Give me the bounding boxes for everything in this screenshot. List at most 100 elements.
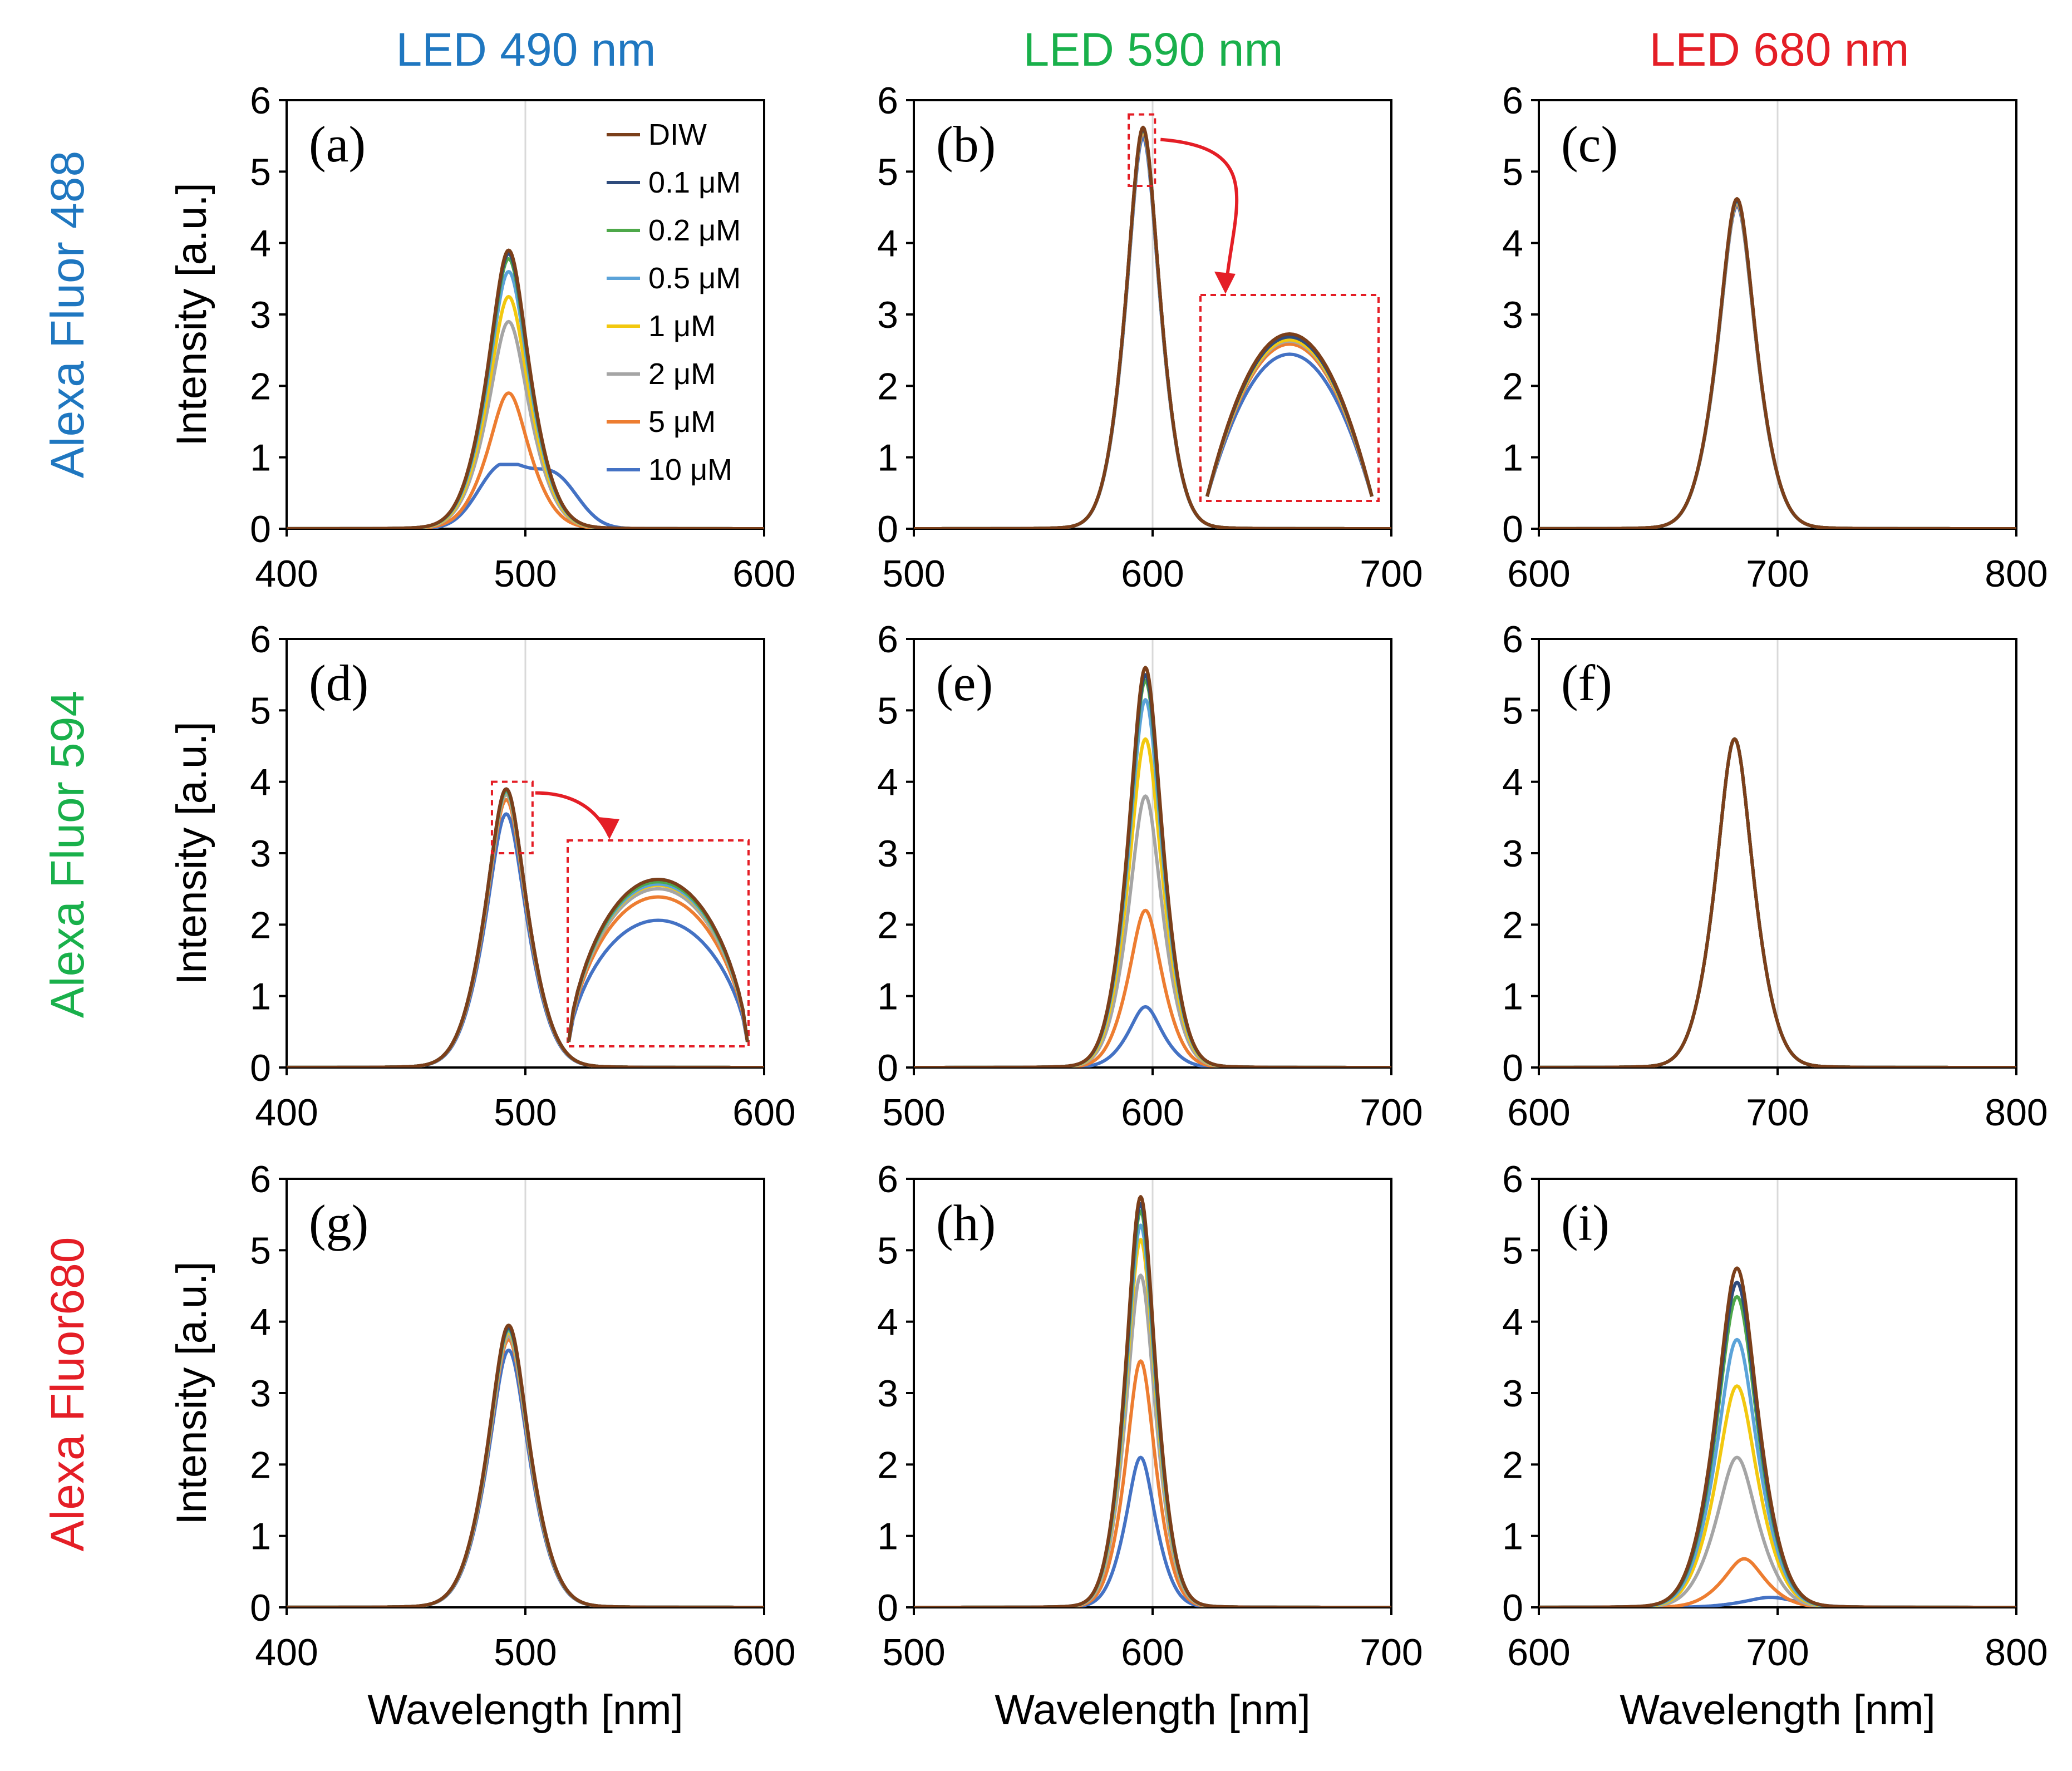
series-group (287, 1324, 764, 1607)
y-tick-label: 3 (877, 1372, 898, 1415)
y-tick-label: 3 (1502, 294, 1523, 336)
x-tick-label: 700 (1360, 553, 1423, 595)
row-title: Alexa Fluor 488 (41, 151, 93, 478)
row-title-prefix: Alexa (41, 1421, 93, 1551)
legend-label: 1 μM (648, 309, 716, 343)
y-tick-label: 3 (877, 833, 898, 875)
y-tick-label: 6 (250, 618, 271, 661)
x-axis-label: Wavelength [nm] (367, 1686, 683, 1734)
y-tick-label: 4 (1502, 1301, 1523, 1344)
x-tick-label: 400 (255, 553, 318, 595)
legend-label: 0.5 μM (648, 262, 741, 295)
row-title-text: Alexa Fluor680 (41, 1237, 93, 1551)
y-tick-label: 1 (877, 437, 898, 479)
x-tick-label: 400 (255, 1091, 318, 1134)
row-title-text: Alexa Fluor 488 (41, 151, 93, 478)
y-tick-label: 2 (250, 365, 271, 407)
series-group (914, 125, 1391, 529)
x-tick-label: 600 (1507, 1091, 1570, 1134)
row-title: Alexa Fluor 594 (41, 691, 93, 1018)
series-line-10m (914, 1005, 1391, 1067)
y-tick-label: 3 (1502, 833, 1523, 875)
series-line-diw (287, 1324, 764, 1607)
y-tick-label: 2 (1502, 365, 1523, 407)
series-group (287, 248, 764, 529)
x-tick-label: 800 (1985, 1631, 2048, 1674)
x-tick-label: 700 (1746, 553, 1809, 595)
legend-label: DIW (648, 118, 707, 151)
panel-b: 0 1 2 3 4 5 6 500 600 700 (b) (877, 80, 1423, 595)
x-tick-label: 500 (494, 1631, 557, 1674)
x-tick-label: 700 (1360, 1091, 1423, 1134)
x-tick-label: 600 (1121, 553, 1184, 595)
legend-label: 0.1 μM (648, 166, 741, 199)
series-line-diw (914, 666, 1391, 1067)
panel-label: (a) (309, 116, 366, 173)
series-line-diw (1539, 737, 2016, 1067)
y-axis-label: Intensity [a.u.] (168, 183, 215, 446)
row-title-text: Alexa Fluor 594 (41, 691, 93, 1018)
y-tick-label: 4 (250, 761, 271, 804)
panel-e: 0 1 2 3 4 5 6 500 600 700 (e) (877, 618, 1423, 1134)
row-title-prefix: Alexa Fluor (41, 229, 93, 478)
series-line-diw (1539, 197, 2016, 529)
y-tick-label: 4 (250, 1301, 271, 1344)
y-tick-label: 0 (1502, 1047, 1523, 1089)
panel-label: (h) (936, 1194, 996, 1251)
zoom-arrowhead (598, 817, 619, 839)
inset-series-line (1205, 352, 1374, 497)
x-tick-label: 600 (1121, 1631, 1184, 1674)
panel-label: (e) (936, 655, 993, 711)
legend-label: 5 μM (648, 405, 716, 439)
y-axis-label-text: Intensity [a.u.] (168, 183, 215, 446)
y-axis-label-text: Intensity [a.u.] (168, 721, 215, 985)
panel-a: 0 1 2 3 4 5 6 400 500 600 Intensity [a.u.] (a) DIW 0.… (168, 80, 796, 595)
y-tick-label: 5 (250, 690, 271, 732)
y-tick-label: 0 (877, 1587, 898, 1629)
column-title: LED 680 nm (1650, 23, 1909, 76)
panel-g: 0 1 2 3 4 5 6 400 500 600 Intensity [a.u.] Waveleng… (168, 1158, 796, 1734)
zoom-arrowhead (1214, 272, 1236, 294)
y-tick-label: 1 (877, 976, 898, 1018)
y-tick-label: 4 (877, 1301, 898, 1344)
y-axis-label-text: Intensity [a.u.] (168, 1261, 215, 1524)
y-tick-label: 0 (877, 508, 898, 550)
x-tick-label: 500 (882, 1631, 945, 1674)
zoom-arrow (535, 791, 611, 837)
x-tick-label: 600 (1121, 1091, 1184, 1134)
y-tick-label: 5 (877, 1229, 898, 1272)
series-line-10m (287, 463, 764, 529)
legend: DIW 0.1 μM 0.2 μM 0.5 μM 1 μM 2 μM 5 μM 10 μM (607, 118, 741, 486)
y-tick-label: 6 (877, 1158, 898, 1201)
y-tick-label: 1 (250, 976, 271, 1018)
y-axis-label: Intensity [a.u.] (168, 1261, 215, 1524)
y-tick-label: 1 (1502, 1516, 1523, 1558)
inset-box (1199, 294, 1380, 502)
x-tick-label: 700 (1746, 1091, 1809, 1134)
inset-series-line (567, 918, 749, 1042)
inset (1128, 113, 1380, 502)
panel-f: 0 1 2 3 4 5 6 600 700 800 (f) (1502, 618, 2048, 1134)
panel-label: (d) (309, 655, 368, 711)
x-tick-label: 600 (732, 553, 795, 595)
y-tick-label: 2 (877, 904, 898, 946)
panel-c: 0 1 2 3 4 5 6 600 700 800 (c) (1502, 80, 2048, 595)
inset (490, 780, 750, 1047)
panel-label: (i) (1561, 1194, 1610, 1251)
y-tick-label: 1 (1502, 976, 1523, 1018)
legend-label: 0.2 μM (648, 214, 741, 247)
inset-series-line (567, 895, 749, 1042)
y-tick-label: 1 (877, 1516, 898, 1558)
row-title-number: 594 (41, 691, 93, 769)
y-tick-label: 0 (1502, 1587, 1523, 1629)
row-title-middle: Fluor (41, 1315, 93, 1421)
y-tick-label: 4 (877, 223, 898, 265)
y-tick-label: 3 (877, 294, 898, 336)
y-tick-label: 5 (877, 151, 898, 193)
x-tick-label: 500 (882, 553, 945, 595)
y-tick-label: 6 (877, 80, 898, 122)
x-axis-label: Wavelength [nm] (1620, 1686, 1935, 1734)
zoom-region-box (490, 780, 534, 854)
y-tick-label: 5 (1502, 151, 1523, 193)
series-group (1539, 737, 2016, 1067)
